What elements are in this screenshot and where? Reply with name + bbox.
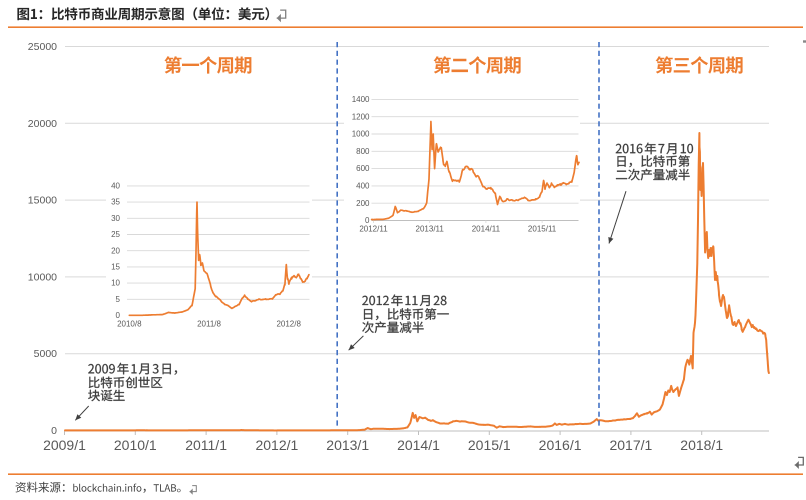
svg-text:1000: 1000	[352, 130, 370, 139]
svg-text:2012/11: 2012/11	[359, 225, 388, 234]
svg-text:10: 10	[111, 279, 120, 288]
svg-text:2009/1: 2009/1	[43, 437, 86, 453]
svg-text:0: 0	[51, 425, 57, 437]
svg-text:2016/1: 2016/1	[539, 437, 582, 453]
svg-text:2013/11: 2013/11	[416, 225, 445, 234]
svg-text:800: 800	[356, 147, 370, 156]
svg-text:10000: 10000	[28, 271, 57, 283]
svg-text:40: 40	[111, 182, 120, 191]
svg-text:5: 5	[116, 295, 121, 304]
svg-text:0: 0	[116, 311, 121, 320]
svg-text:20000: 20000	[28, 118, 57, 130]
svg-text:35: 35	[111, 198, 120, 207]
svg-text:2011/8: 2011/8	[197, 320, 221, 329]
svg-text:1200: 1200	[352, 112, 370, 121]
svg-text:2015/1: 2015/1	[468, 437, 511, 453]
svg-text:2013/1: 2013/1	[326, 437, 369, 453]
svg-text:25: 25	[111, 230, 120, 239]
svg-text:2010/8: 2010/8	[117, 320, 142, 329]
svg-text:2014/11: 2014/11	[472, 225, 501, 234]
svg-text:1400: 1400	[352, 95, 370, 104]
svg-text:15000: 15000	[28, 195, 57, 207]
svg-text:600: 600	[356, 164, 370, 173]
svg-text:200: 200	[356, 199, 370, 208]
svg-text:2017/1: 2017/1	[609, 437, 652, 453]
svg-text:2018/1: 2018/1	[680, 437, 723, 453]
svg-text:25000: 25000	[28, 41, 57, 53]
svg-text:2010/1: 2010/1	[114, 437, 157, 453]
svg-text:20: 20	[111, 246, 120, 255]
svg-text:2015/11: 2015/11	[528, 225, 557, 234]
svg-text:400: 400	[356, 182, 370, 191]
svg-text:5000: 5000	[34, 348, 58, 360]
svg-text:2012/1: 2012/1	[255, 437, 298, 453]
svg-text:2014/1: 2014/1	[397, 437, 440, 453]
svg-text:2012/8: 2012/8	[276, 320, 301, 329]
svg-text:30: 30	[111, 214, 120, 223]
svg-text:2011/1: 2011/1	[185, 437, 227, 453]
svg-text:15: 15	[111, 263, 120, 272]
svg-text:0: 0	[365, 216, 370, 225]
